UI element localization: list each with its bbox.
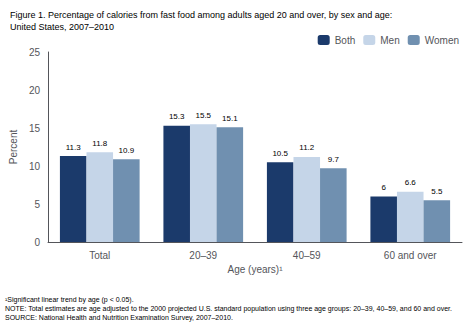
- svg-text:6: 6: [381, 183, 386, 192]
- svg-text:0: 0: [34, 237, 40, 248]
- svg-text:Total: Total: [89, 250, 110, 261]
- svg-text:15.3: 15.3: [169, 112, 185, 121]
- svg-text:25: 25: [29, 47, 41, 58]
- svg-text:20–39: 20–39: [189, 250, 217, 261]
- svg-text:60 and over: 60 and over: [384, 250, 437, 261]
- svg-text:9.7: 9.7: [328, 155, 340, 164]
- svg-text:10.9: 10.9: [119, 146, 135, 155]
- svg-text:Both: Both: [335, 35, 356, 46]
- svg-text:10.5: 10.5: [272, 149, 288, 158]
- svg-text:Percent: Percent: [8, 130, 19, 165]
- svg-text:15: 15: [29, 123, 41, 134]
- svg-text:20: 20: [29, 85, 41, 96]
- svg-text:5.5: 5.5: [431, 187, 443, 196]
- svg-text:Men: Men: [380, 35, 399, 46]
- svg-text:11.2: 11.2: [299, 143, 315, 152]
- svg-text:5: 5: [34, 199, 40, 210]
- svg-text:Figure 1. Percentage of calori: Figure 1. Percentage of calories from fa…: [10, 10, 392, 20]
- svg-text:15.5: 15.5: [195, 111, 211, 120]
- svg-text:NOTE: Total estimates are age: NOTE: Total estimates are age adjusted t…: [5, 305, 452, 313]
- svg-text:15.1: 15.1: [222, 114, 238, 123]
- svg-text:United States, 2007–2010: United States, 2007–2010: [10, 22, 114, 32]
- svg-text:40–59: 40–59: [293, 250, 321, 261]
- svg-text:SOURCE: National Health and Nu: SOURCE: National Health and Nutrition Ex…: [5, 314, 233, 322]
- svg-text:11.8: 11.8: [92, 139, 108, 148]
- svg-text:Age (years)¹: Age (years)¹: [228, 264, 284, 275]
- svg-text:¹Significant linear trend by a: ¹Significant linear trend by age (p < 0.…: [5, 296, 134, 304]
- svg-text:Women: Women: [425, 35, 459, 46]
- svg-text:6.6: 6.6: [405, 178, 417, 187]
- svg-text:10: 10: [29, 161, 41, 172]
- svg-text:11.3: 11.3: [66, 143, 82, 152]
